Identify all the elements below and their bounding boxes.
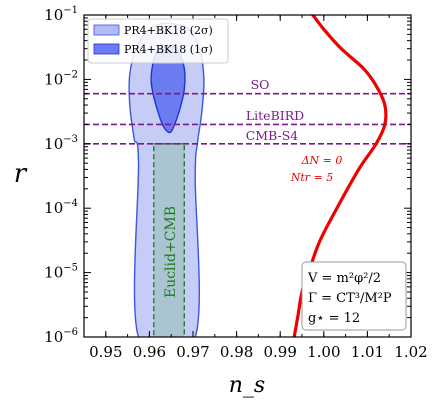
legend-swatch-1sigma — [93, 43, 120, 55]
hline-label-litebird: LiteBIRD — [246, 108, 304, 123]
legend: PR4+BK18 (2σ) PR4+BK18 (1σ) — [87, 18, 229, 64]
legend-label-1sigma: PR4+BK18 (1σ) — [124, 43, 213, 56]
y-tick-label: 10−5 — [44, 263, 78, 282]
hline-label-cmbs4: CMB-S4 — [246, 128, 299, 143]
n-tr-annotation: Ntr = 5 — [290, 171, 334, 184]
y-tick-label: 10−3 — [44, 134, 78, 153]
x-tick-label: 0.99 — [263, 343, 296, 361]
x-tick-label: 0.96 — [133, 343, 166, 361]
y-tick-label: 10−1 — [44, 5, 78, 24]
model-box: V = m²φ²/2 Γ = CT³/M²P g⋆ = 12 — [301, 261, 407, 331]
y-tick-label: 10−6 — [44, 327, 78, 346]
x-tick-label: 0.95 — [89, 343, 122, 361]
plot-frame — [83, 14, 412, 338]
delta-n-annotation: ΔN = 0 — [301, 154, 343, 167]
y-tick-label: 10−4 — [44, 198, 78, 217]
model-box-frame — [301, 261, 407, 331]
x-tick-label: 0.97 — [176, 343, 209, 361]
model-potential: V = m²φ²/2 — [307, 271, 381, 286]
y-tick-label: 10−2 — [44, 69, 78, 88]
model-g-star: g⋆ = 12 — [308, 311, 360, 326]
x-tick-label: 0.98 — [220, 343, 253, 361]
x-tick-label: 1.00 — [307, 343, 340, 361]
legend-box — [87, 18, 229, 64]
euclid-cmb-label: Euclid+CMB — [163, 206, 179, 298]
x-tick-label: 1.01 — [351, 343, 384, 361]
legend-swatch-2sigma — [93, 24, 120, 36]
legend-label-2sigma: PR4+BK18 (2σ) — [124, 24, 213, 37]
model-gamma: Γ = CT³/M²P — [308, 291, 392, 306]
euclid-cmb-box — [153, 143, 185, 337]
hline-label-so: SO — [251, 77, 270, 92]
y-axis-label: r — [14, 159, 28, 189]
x-axis-label: n_s — [229, 373, 265, 398]
x-tick-label: 1.02 — [394, 343, 427, 361]
